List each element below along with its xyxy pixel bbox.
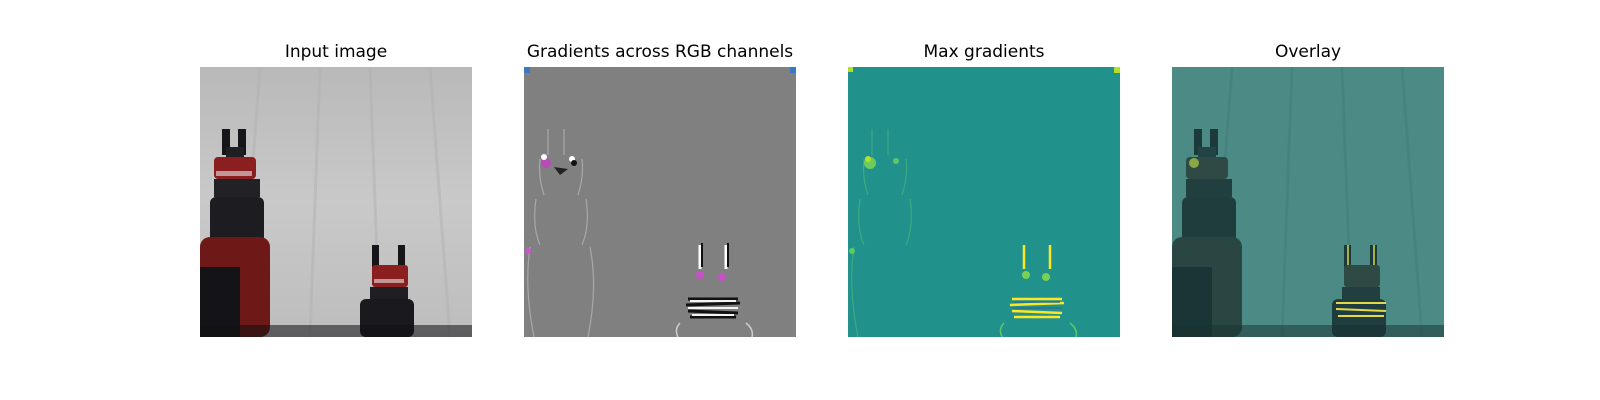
input-image-panel: Input image (200, 0, 472, 400)
overlay-image (1172, 67, 1444, 337)
overlay-panel: Overlay (1172, 0, 1444, 400)
input-image (200, 67, 472, 337)
rgb-gradients-image (524, 67, 796, 337)
rgb-gradients-panel: Gradients across RGB channels (524, 0, 796, 400)
panel-title: Input image (284, 42, 388, 62)
panel-title: Max gradients (923, 42, 1045, 62)
max-gradients-image (848, 67, 1120, 337)
panel-title: Gradients across RGB channels (526, 42, 794, 62)
max-gradients-panel: Max gradients (848, 0, 1120, 400)
panel-title: Overlay (1274, 42, 1342, 62)
